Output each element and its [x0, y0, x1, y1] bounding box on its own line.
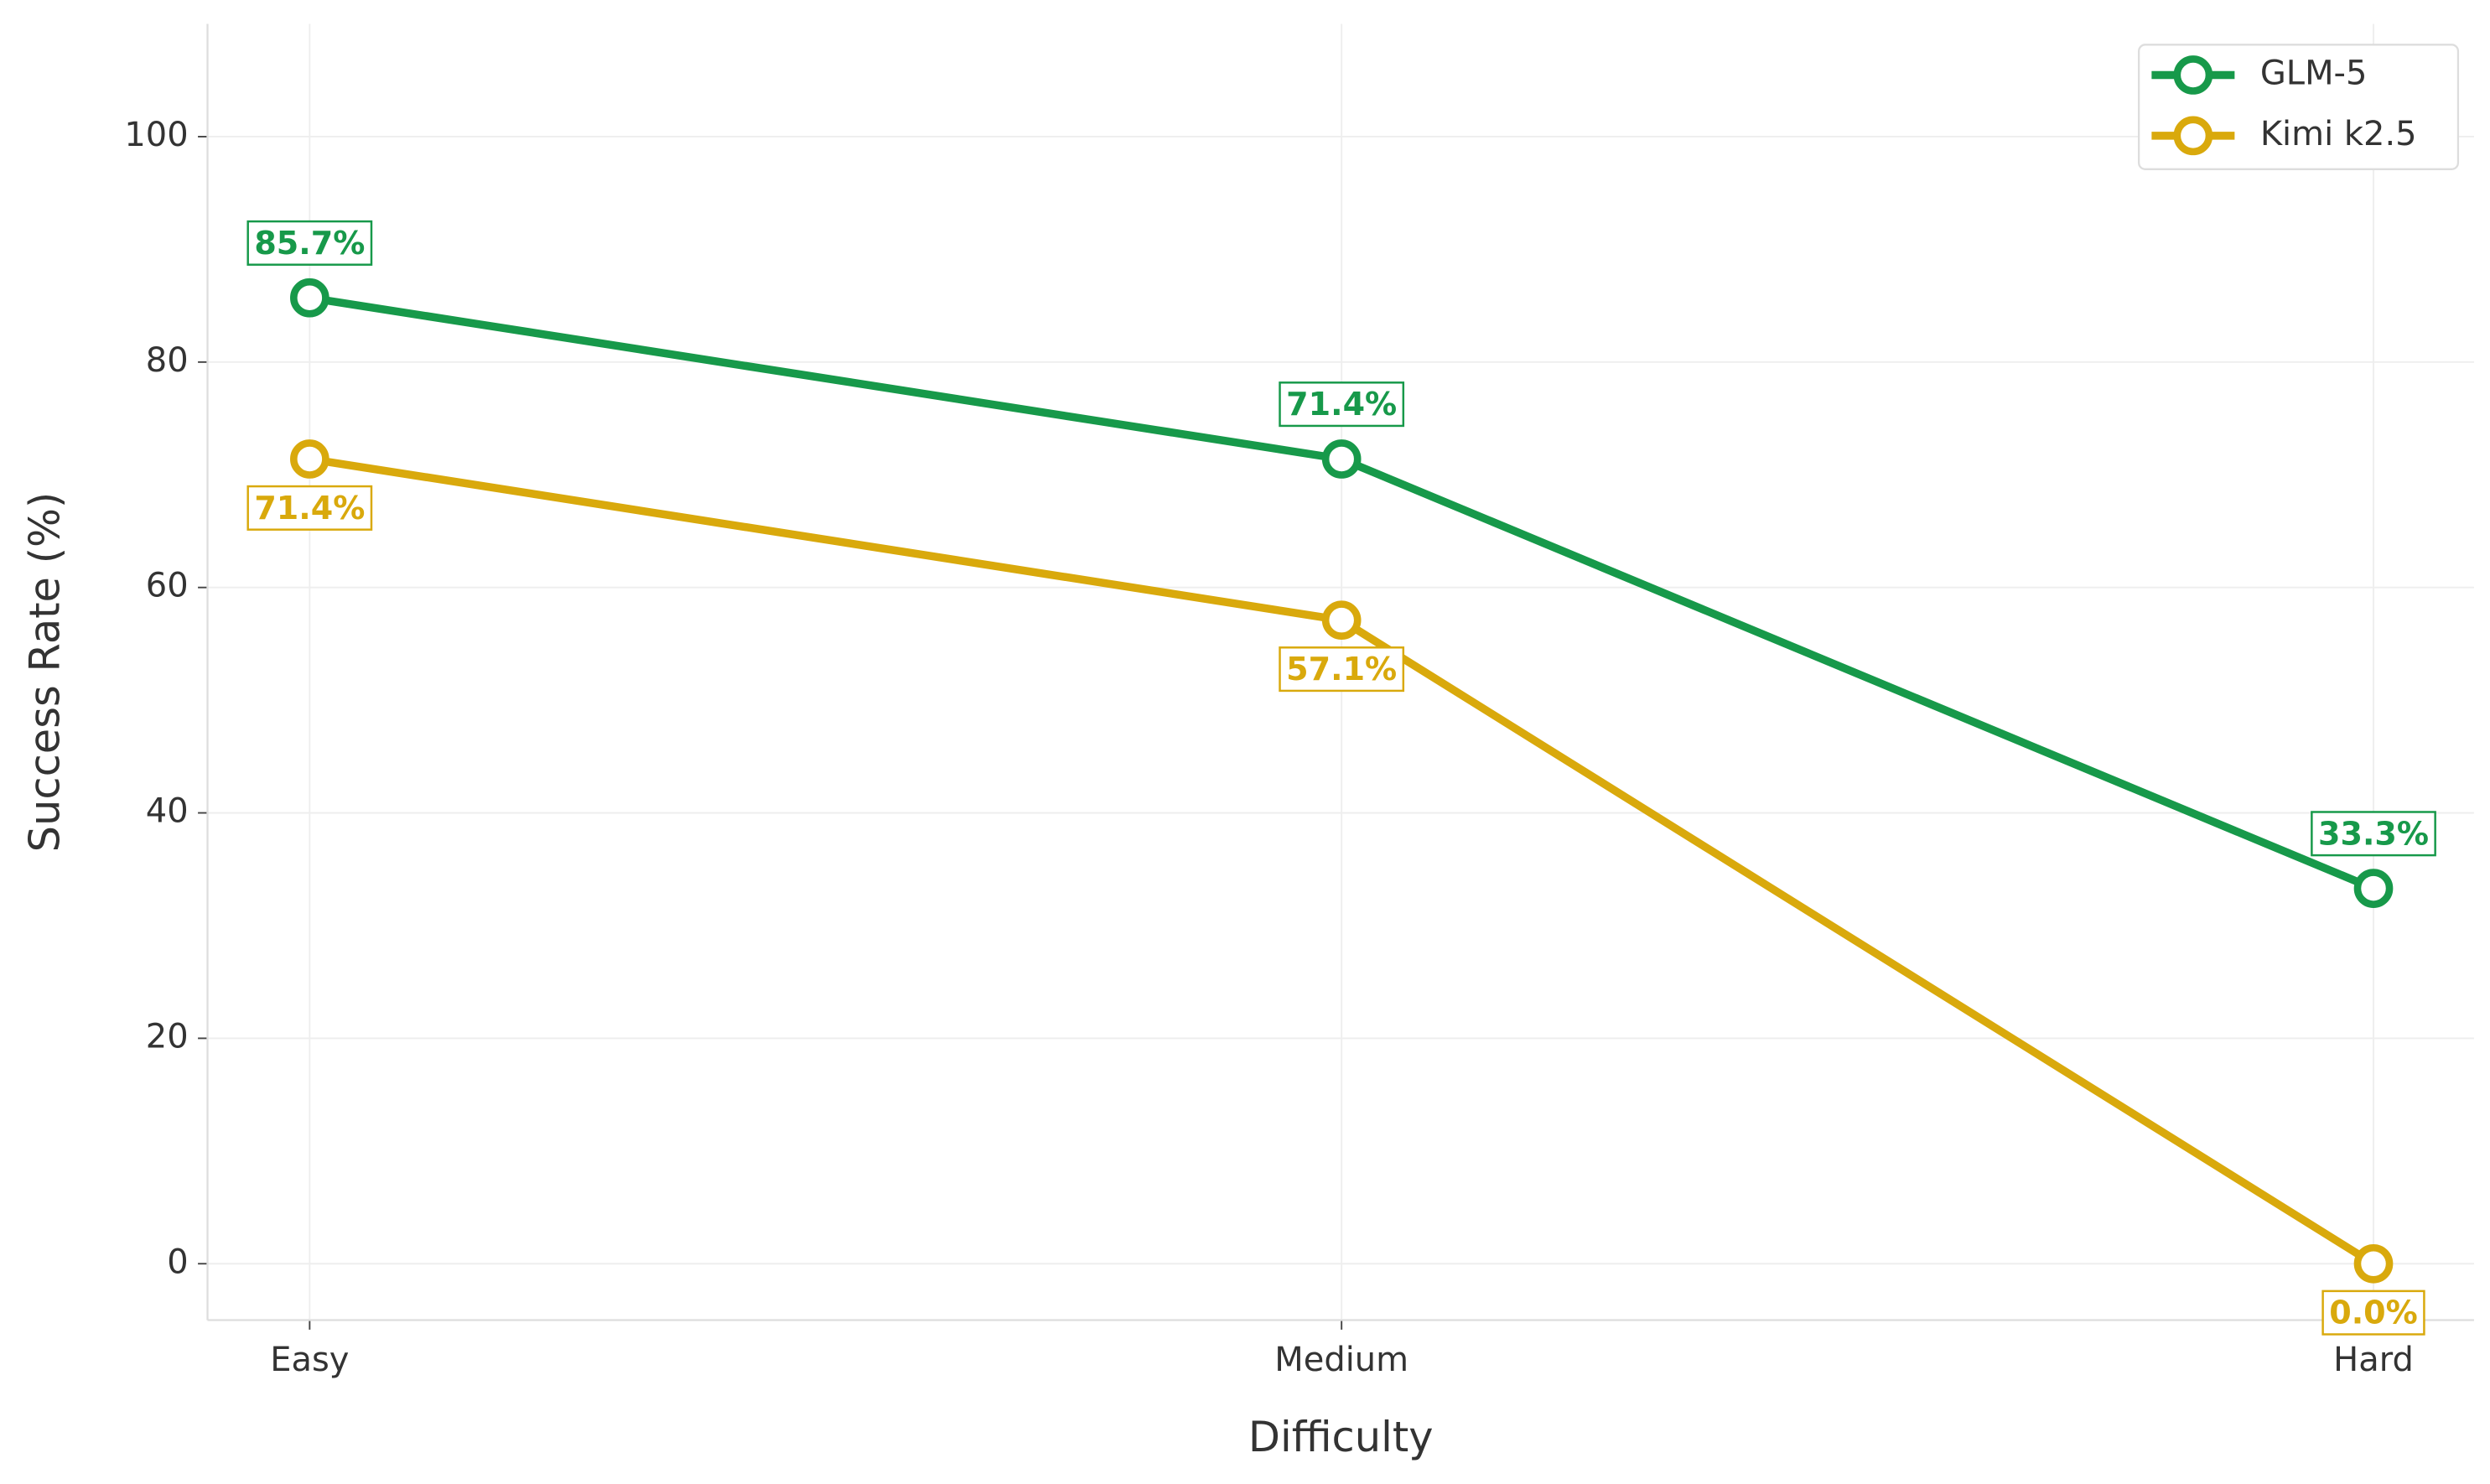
legend-label: Kimi k2.5 [2260, 115, 2417, 153]
value-label-box [2311, 811, 2436, 857]
x-axis-label: Difficulty [1248, 1413, 1434, 1461]
x-tick-label: Hard [2333, 1341, 2414, 1379]
value-label: 85.7% [246, 220, 373, 266]
y-tick-label: 40 [146, 792, 189, 831]
y-axis-label: Success Rate (%) [21, 492, 70, 853]
legend-label: GLM-5 [2260, 54, 2368, 92]
x-tick-label: Easy [270, 1341, 349, 1379]
legend-marker [2173, 55, 2213, 95]
value-label: 33.3% [2311, 811, 2436, 857]
value-label: 57.1% [1279, 646, 1405, 693]
value-label-text: 71.4% [254, 490, 365, 527]
value-label-text: 57.1% [1286, 651, 1397, 688]
y-tick-label: 80 [146, 341, 189, 380]
value-label-box [246, 485, 373, 531]
value-label-box [246, 220, 373, 266]
x-tick-label: Medium [1274, 1341, 1408, 1379]
legend-marker [2173, 116, 2213, 156]
point [290, 278, 329, 318]
point [290, 439, 329, 479]
point [1321, 439, 1362, 479]
y-tick-label: 0 [167, 1243, 188, 1281]
point [1321, 600, 1362, 641]
value-label: 71.4% [1279, 381, 1405, 428]
value-label: 0.0% [2321, 1289, 2425, 1336]
value-label: 71.4% [246, 485, 373, 531]
value-label-box [2321, 1289, 2425, 1336]
point [2353, 869, 2394, 908]
y-tick-label: 100 [124, 116, 188, 154]
value-label-text: 71.4% [1286, 386, 1397, 423]
point [2353, 1243, 2394, 1284]
value-label-box [1279, 381, 1405, 428]
value-label-text: 0.0% [2329, 1295, 2418, 1331]
value-label-text: 33.3% [2318, 815, 2429, 852]
value-label-text: 85.7% [254, 225, 365, 262]
y-tick-label: 60 [146, 567, 189, 605]
y-tick-label: 20 [146, 1017, 189, 1056]
value-label-box [1279, 646, 1405, 693]
